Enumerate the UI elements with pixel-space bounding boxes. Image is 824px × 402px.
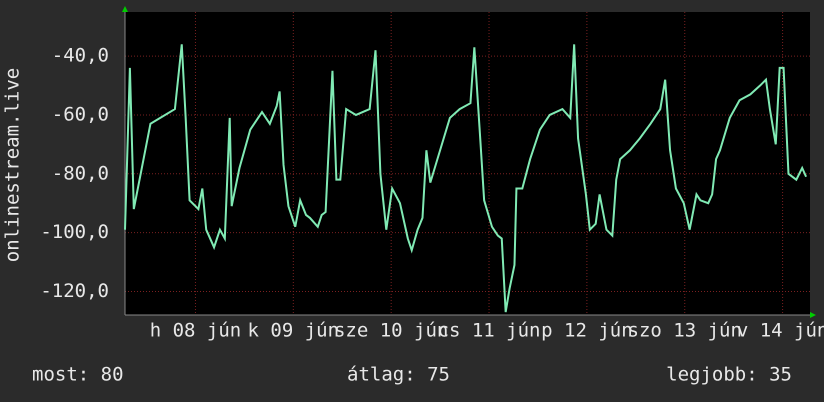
x-tick-label: h 08 jún xyxy=(150,320,242,342)
plot-area xyxy=(125,12,810,315)
footer-stat: átlag: 75 xyxy=(347,364,450,386)
footer-stat: legjobb: 35 xyxy=(666,364,792,386)
axis-arrow xyxy=(810,312,816,318)
footer-stat: most: 80 xyxy=(32,364,124,386)
y-tick-label: -120,0 xyxy=(40,280,109,302)
x-tick-label: v 14 jún xyxy=(737,320,824,342)
x-tick-label: k 09 jún xyxy=(248,320,340,342)
y-tick-label: -60,0 xyxy=(52,103,109,125)
x-tick-label: szo 13 jún xyxy=(628,320,742,342)
x-tick-label: cs 11 jún xyxy=(438,320,541,342)
x-tick-label: p 12 jún xyxy=(541,320,633,342)
axis-arrow xyxy=(122,6,128,12)
data-line xyxy=(124,44,808,313)
y-tick-label: -80,0 xyxy=(52,162,109,184)
y-axis-label: onlinestream.live xyxy=(2,68,24,262)
y-tick-label: -100,0 xyxy=(40,221,109,243)
x-tick-label: sze 10 jún xyxy=(334,320,448,342)
y-tick-label: -40,0 xyxy=(52,45,109,67)
